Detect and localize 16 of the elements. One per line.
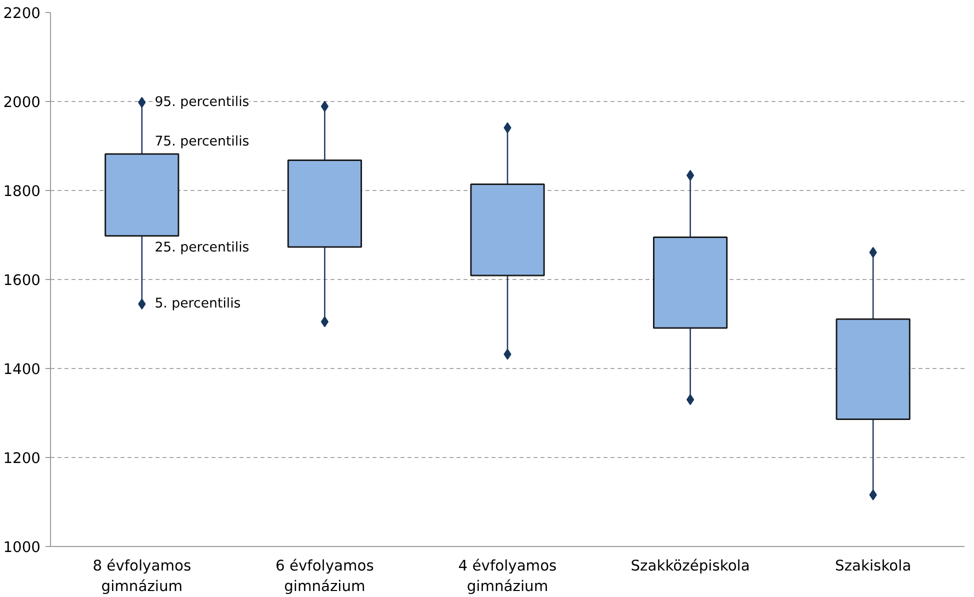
x-tick-label: 8 évfolyamos gimnázium	[92, 558, 192, 595]
annotation: 75. percentilis	[154, 134, 250, 150]
y-tick-label: 2200	[3, 5, 41, 22]
y-tick-label: 1600	[3, 272, 41, 289]
annotation: 25. percentilis	[154, 240, 250, 256]
x-tick-label: 4 évfolyamos gimnázium	[458, 558, 557, 595]
annotation: 5. percentilis	[154, 296, 241, 312]
y-tick-label: 1800	[3, 183, 41, 200]
x-tick-label: Szakközépiskola	[630, 558, 750, 574]
x-tick-label: Szakiskola	[835, 558, 912, 574]
annotation: 95. percentilis	[154, 94, 250, 110]
x-tick-label: 6 évfolyamos gimnázium	[275, 558, 374, 595]
y-tick-label: 1000	[3, 539, 41, 556]
y-tick-label: 1400	[3, 361, 41, 378]
y-tick-label: 1200	[3, 450, 41, 467]
y-tick-label: 2000	[3, 94, 41, 111]
